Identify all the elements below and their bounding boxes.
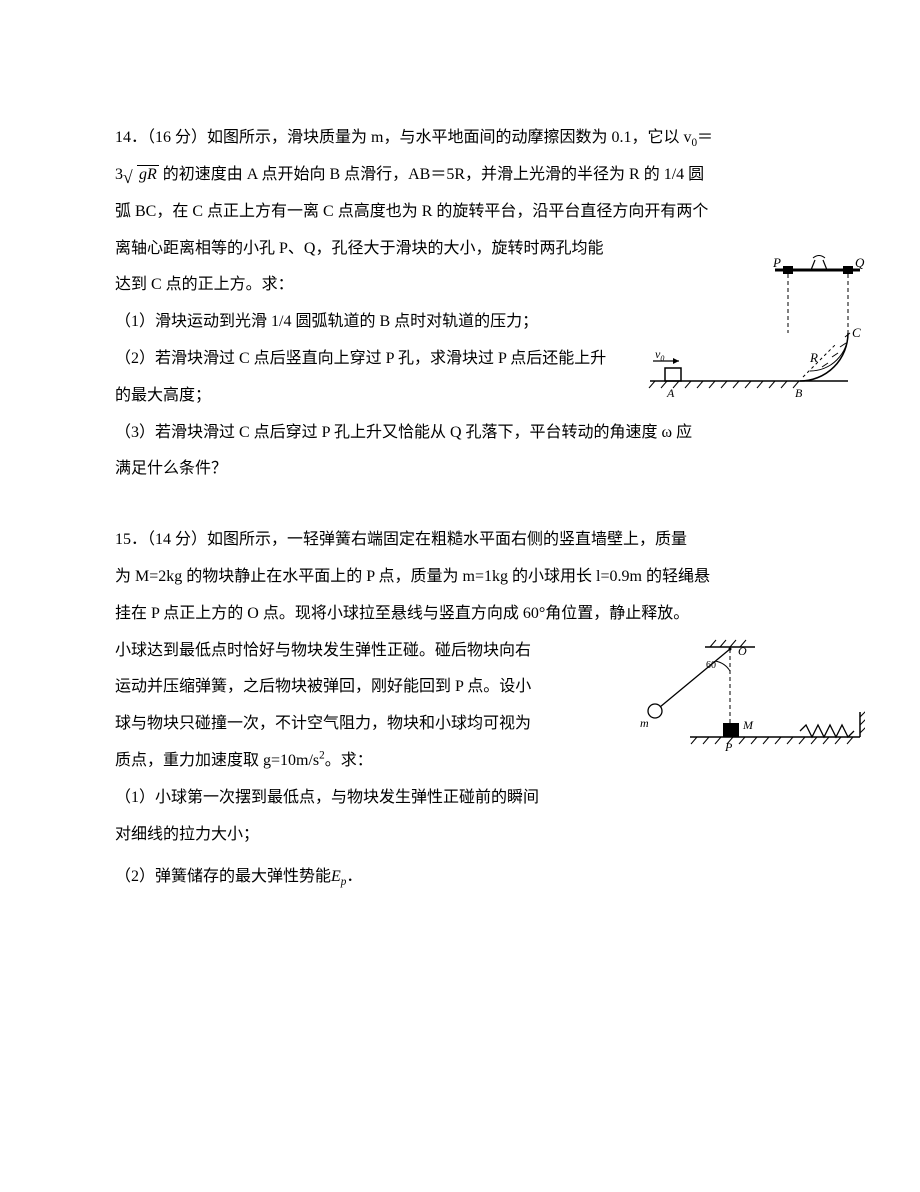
- p15-line7b: 。求：: [325, 752, 373, 769]
- p15-Ep-E: E: [331, 868, 341, 885]
- p14-line1: 14．（16 分）如图所示，滑块质量为 m，与水平地面间的动摩擦因数为 0.1，…: [115, 120, 805, 157]
- label-m: m: [640, 716, 649, 730]
- p15-q2b: ．: [346, 868, 362, 885]
- label-A: A: [666, 386, 675, 400]
- label-P: P: [772, 255, 781, 270]
- p15-q1a: （1）小球第一次摆到最低点，与物块发生弹性正碰前的瞬间: [115, 780, 805, 817]
- p15-line1: 15．（14 分）如图所示，一轻弹簧右端固定在粗糙水平面右侧的竖直墙壁上，质量: [115, 522, 805, 559]
- p14-3: 3: [115, 166, 123, 183]
- p15-line3: 挂在 P 点正上方的 O 点。现将小球拉至悬线与竖直方向成 60°角位置，静止释…: [115, 596, 805, 633]
- p14-opening: 14．（16 分）如图所示，滑块质量为 m，与水平地面间的动摩擦因数为 0.1，…: [115, 129, 691, 146]
- p14-line2b: 的初速度由 A 点开始向 B 点滑行，AB＝5R，并滑上光滑的半径为 R 的 1…: [159, 166, 704, 183]
- figure-15-svg: O 60 m: [605, 637, 865, 767]
- label-C: C: [852, 325, 861, 340]
- sqrt-gR: gR: [123, 157, 159, 194]
- label-R: R: [809, 350, 818, 365]
- p14-line3: 弧 BC，在 C 点正上方有一离 C 点高度也为 R 的旋转平台，沿平台直径方向…: [115, 194, 805, 231]
- figure-14: P Q R C: [645, 255, 865, 405]
- p14-line2: 3 gR 的初速度由 A 点开始向 B 点滑行，AB＝5R，并滑上光滑的半径为 R…: [115, 157, 805, 194]
- p15-line2: 为 M=2kg 的物块静止在水平面上的 P 点，质量为 m=1kg 的小球用长 …: [115, 559, 805, 596]
- problem-15: O 60 m: [115, 522, 805, 896]
- p15-q1b: 对细线的拉力大小；: [115, 817, 805, 854]
- label-v0: v0: [655, 347, 664, 363]
- label-Q: Q: [855, 255, 865, 270]
- p15-q2a: （2）弹簧储存的最大弹性势能: [115, 868, 331, 885]
- label-B: B: [795, 386, 803, 400]
- figure-14-svg: P Q R C: [645, 255, 865, 405]
- p15-q2: （2）弹簧储存的最大弹性势能Ep．: [115, 859, 805, 896]
- p15-line7a: 质点，重力加速度取 g=10m/s: [115, 752, 319, 769]
- label-M: M: [742, 718, 754, 732]
- label-angle: 60: [706, 660, 716, 671]
- page: P Q R C: [0, 0, 920, 1192]
- p14-q3b: 满足什么条件？: [115, 451, 805, 488]
- label-Pnt: P: [724, 740, 733, 754]
- p14-opening-tail: ＝: [697, 129, 713, 146]
- p14-q3: （3）若滑块滑过 C 点后穿过 P 孔上升又恰能从 Q 孔落下，平台转动的角速度…: [115, 415, 805, 452]
- figure-15: O 60 m: [605, 637, 865, 767]
- label-O: O: [738, 644, 747, 658]
- sqrt-gR-body: gR: [137, 165, 159, 183]
- problem-14: P Q R C: [115, 120, 805, 488]
